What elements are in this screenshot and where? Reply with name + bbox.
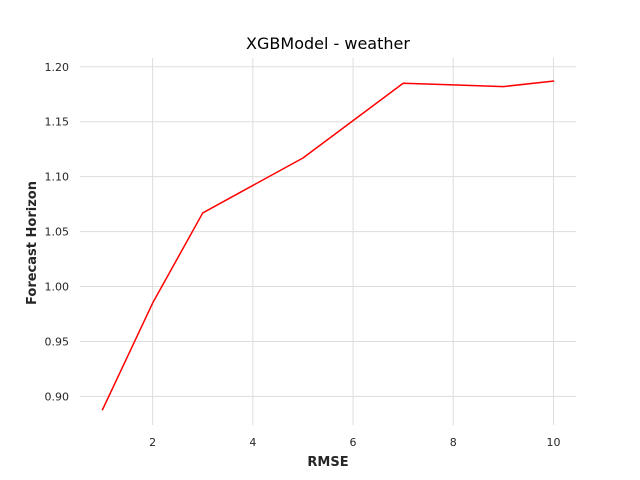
- y-tick-label: 1.15: [45, 116, 70, 129]
- x-tick-label: 8: [450, 436, 457, 449]
- x-tick-label: 2: [149, 436, 156, 449]
- y-axis-ticks: 0.90 0.95 1.00 1.05 1.10 1.15 1.20: [45, 61, 70, 404]
- series-line: [101, 80, 555, 411]
- x-tick-label: 6: [350, 436, 357, 449]
- y-tick-label: 1.00: [45, 281, 70, 294]
- y-tick-label: 1.20: [45, 61, 70, 74]
- y-tick-label: 0.95: [45, 335, 70, 348]
- x-axis-label: RMSE: [307, 455, 348, 470]
- chart-title: XGBModel - weather: [246, 34, 410, 53]
- series-layer: [101, 80, 555, 411]
- x-axis-ticks: 2 4 6 8 10: [149, 436, 560, 449]
- y-tick-label: 1.10: [45, 171, 70, 184]
- x-tick-label: 10: [546, 436, 560, 449]
- y-tick-label: 1.05: [45, 226, 70, 239]
- y-axis-label: Forecast Horizon: [25, 181, 40, 305]
- x-tick-label: 4: [249, 436, 256, 449]
- grid: [80, 58, 576, 425]
- y-tick-label: 0.90: [45, 390, 70, 403]
